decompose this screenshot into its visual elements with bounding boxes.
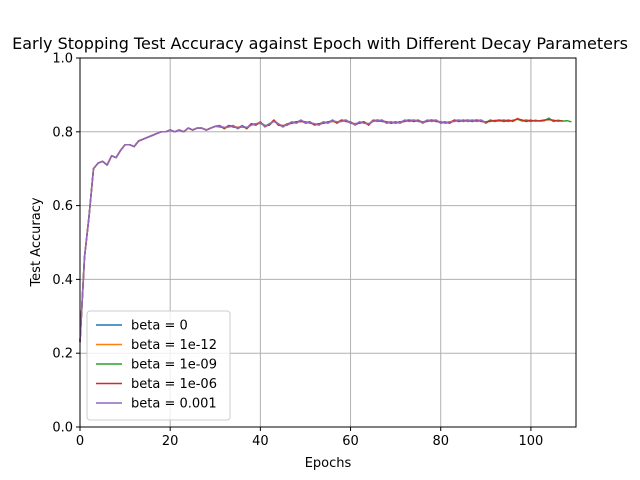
x-tick-label: 0 [76, 434, 84, 449]
y-axis-label: Test Accuracy [29, 197, 44, 287]
x-tick-label: 40 [252, 434, 269, 449]
plot-frame [79, 57, 577, 428]
chart-title: Early Stopping Test Accuracy against Epo… [12, 34, 628, 53]
y-tick-label: 0.6 [52, 199, 73, 214]
series-lines [79, 117, 572, 343]
y-tick-label: 0.0 [52, 421, 73, 436]
x-tick-label: 20 [162, 434, 179, 449]
legend-label: beta = 0.001 [131, 397, 217, 412]
y-tick-label: 0.2 [52, 347, 73, 362]
x-tick-label: 80 [432, 434, 449, 449]
legend: beta = 0 beta = 1e-12 beta = 1e-09 beta = 1… [86, 310, 231, 421]
x-tick-label: 100 [518, 434, 543, 449]
legend-label: beta = 1e-06 [131, 377, 217, 392]
y-tick-label: 0.4 [52, 273, 73, 288]
x-axis-label: Epochs [305, 456, 352, 471]
series-line [79, 119, 487, 343]
x-axis: 0 20 40 60 80 100 [76, 427, 543, 449]
legend-label: beta = 1e-12 [131, 338, 217, 353]
y-tick-label: 1.0 [52, 52, 73, 67]
x-tick-label: 60 [342, 434, 359, 449]
legend-box [86, 310, 231, 421]
legend-label: beta = 1e-09 [131, 358, 217, 373]
y-axis: 0.0 0.2 0.4 0.6 0.8 1.0 [52, 52, 80, 436]
legend-label: beta = 0 [131, 319, 188, 334]
y-tick-label: 0.8 [52, 125, 73, 140]
